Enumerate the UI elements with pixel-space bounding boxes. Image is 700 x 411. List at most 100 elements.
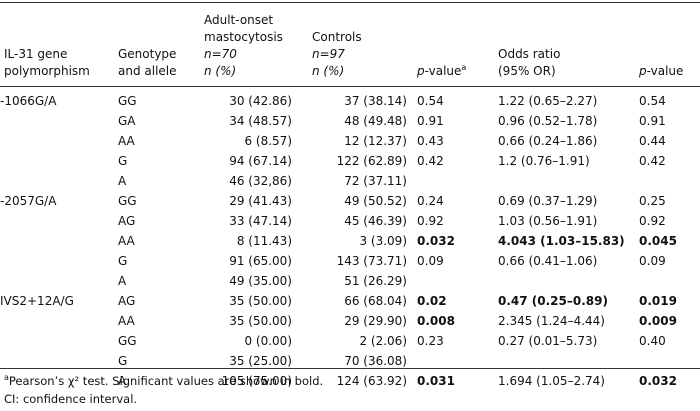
cell-genotype-text: AA <box>118 134 135 148</box>
cell-polymorphism <box>0 211 118 231</box>
header-controls-unit: n (%) <box>312 64 345 78</box>
cell-controls: 3 (3.09) <box>312 231 417 251</box>
cell-pvalue-1-text: 0.02 <box>417 294 447 308</box>
cell-controls: 72 (37.11) <box>312 171 417 191</box>
header-pvalue-1-rest: -value <box>424 64 462 78</box>
cell-controls: 45 (46.39) <box>312 211 417 231</box>
header-pvalue-1-p: p <box>417 64 425 78</box>
header-cases: Adult-onset mastocytosis n=70 n (%) <box>204 8 283 80</box>
header-genotype: Genotype and allele <box>118 8 177 80</box>
cell-pvalue-2: 0.032 <box>639 371 700 391</box>
cell-pvalue-1-text: 0.031 <box>417 374 455 388</box>
top-rule <box>0 2 700 3</box>
cell-odds-ratio: 0.66 (0.41–1.06) <box>498 251 639 271</box>
cell-genotype: AA <box>118 231 204 251</box>
cell-pvalue-2 <box>639 171 700 191</box>
cell-controls-text: 70 (36.08) <box>344 354 407 368</box>
header-pvalue-2-text: p-value <box>639 63 683 80</box>
cell-genotype: GG <box>118 331 204 351</box>
cell-pvalue-2-text: 0.42 <box>639 154 666 168</box>
cell-pvalue-2-text: 0.032 <box>639 374 677 388</box>
cell-controls: 48 (49.48) <box>312 111 417 131</box>
cell-odds-ratio-text: 0.66 (0.41–1.06) <box>498 254 598 268</box>
header-cases-line2: mastocytosis <box>204 30 283 44</box>
cell-genotype: G <box>118 251 204 271</box>
cell-genotype-text: G <box>118 154 128 168</box>
cell-odds-ratio: 1.03 (0.56–1.91) <box>498 211 639 231</box>
cell-pvalue-2: 0.09 <box>639 251 700 271</box>
header-cases-line1: Adult-onset <box>204 13 274 27</box>
cell-cases: 35 (25.00) <box>204 351 312 371</box>
cell-genotype-text: GA <box>118 114 136 128</box>
cell-genotype: GG <box>118 191 204 211</box>
cell-cases: 94 (67.14) <box>204 151 312 171</box>
cell-controls-text: 2 (2.06) <box>359 334 407 348</box>
cell-pvalue-1: 0.43 <box>417 131 498 151</box>
footnote-a: aPearson’s χ² test. Significant values a… <box>4 373 323 389</box>
cell-controls-text: 124 (63.92) <box>336 374 407 388</box>
cell-genotype: G <box>118 351 204 371</box>
cell-pvalue-2-text: 0.40 <box>639 334 666 348</box>
table-row: G 94 (67.14) 122 (62.89) 0.42 1.2 (0.76–1.91… <box>0 151 700 171</box>
table-row: AA 8 (11.43) 3 (3.09) 0.032 4.043 (1.03–15.8… <box>0 231 700 251</box>
cell-polymorphism <box>0 331 118 351</box>
cell-pvalue-2: 0.91 <box>639 111 700 131</box>
header-controls: Controls n=97 n (%) <box>312 8 362 80</box>
cell-cases-text: 29 (41.43) <box>229 194 292 208</box>
cell-cases: 49 (35.00) <box>204 271 312 291</box>
cell-cases-text: 0 (0.00) <box>244 334 292 348</box>
cell-genotype-text: G <box>118 254 128 268</box>
cell-pvalue-2: 0.92 <box>639 211 700 231</box>
footnote-ci: CI: confidence interval. <box>4 392 138 406</box>
cell-polymorphism <box>0 311 118 331</box>
cell-polymorphism-text: -1066G/A <box>0 94 57 108</box>
cell-polymorphism-text: -2057G/A <box>0 194 57 208</box>
cell-pvalue-2: 0.009 <box>639 311 700 331</box>
cell-controls-text: 45 (46.39) <box>344 214 407 228</box>
cell-controls-text: 29 (29.90) <box>344 314 407 328</box>
cell-pvalue-1-text: 0.008 <box>417 314 455 328</box>
cell-odds-ratio-text: 0.96 (0.52–1.78) <box>498 114 598 128</box>
table-row: AG 33 (47.14) 45 (46.39) 0.92 1.03 (0.56–1.9… <box>0 211 700 231</box>
cell-pvalue-2-text: 0.25 <box>639 194 666 208</box>
cell-polymorphism: IVS2+12A/G <box>0 291 118 311</box>
cell-odds-ratio-text: 4.043 (1.03–15.83) <box>498 234 625 248</box>
cell-pvalue-1-text: 0.92 <box>417 214 444 228</box>
cell-cases-text: 33 (47.14) <box>229 214 292 228</box>
cell-cases: 33 (47.14) <box>204 211 312 231</box>
cell-cases-text: 94 (67.14) <box>229 154 292 168</box>
cell-odds-ratio <box>498 171 639 191</box>
cell-polymorphism <box>0 271 118 291</box>
cell-pvalue-1-text: 0.24 <box>417 194 444 208</box>
cell-pvalue-2: 0.42 <box>639 151 700 171</box>
cell-genotype-text: A <box>118 274 127 288</box>
cell-pvalue-1-text: 0.54 <box>417 94 444 108</box>
footnote-a-marker: a <box>4 373 9 383</box>
cell-pvalue-1-text: 0.032 <box>417 234 455 248</box>
cell-cases: 91 (65.00) <box>204 251 312 271</box>
cell-pvalue-1-text: 0.42 <box>417 154 444 168</box>
cell-odds-ratio: 0.27 (0.01–5.73) <box>498 331 639 351</box>
cell-pvalue-1: 0.031 <box>417 371 498 391</box>
cell-pvalue-1 <box>417 171 498 191</box>
cell-odds-ratio-text: 2.345 (1.24–4.44) <box>498 314 605 328</box>
table-row: -2057G/A GG 29 (41.43) 49 (50.52) 0.24 0.69 (… <box>0 191 700 211</box>
cell-cases: 35 (50.00) <box>204 291 312 311</box>
cell-cases: 0 (0.00) <box>204 331 312 351</box>
cell-genotype: G <box>118 151 204 171</box>
cell-genotype: AG <box>118 211 204 231</box>
cell-pvalue-2-text: 0.92 <box>639 214 666 228</box>
cell-odds-ratio-text: 0.66 (0.24–1.86) <box>498 134 598 148</box>
cell-controls-text: 37 (38.14) <box>344 94 407 108</box>
cell-cases: 30 (42.86) <box>204 91 312 111</box>
table-row: G 91 (65.00) 143 (73.71) 0.09 0.66 (0.41–1.0… <box>0 251 700 271</box>
header-odds-ratio-line1: Odds ratio <box>498 47 561 61</box>
cell-controls-text: 72 (37.11) <box>344 174 407 188</box>
cell-pvalue-1: 0.92 <box>417 211 498 231</box>
header-pvalue-2: p-value <box>639 8 683 80</box>
cell-controls: 29 (29.90) <box>312 311 417 331</box>
cell-polymorphism: -2057G/A <box>0 191 118 211</box>
cell-pvalue-1: 0.42 <box>417 151 498 171</box>
cell-controls: 12 (12.37) <box>312 131 417 151</box>
